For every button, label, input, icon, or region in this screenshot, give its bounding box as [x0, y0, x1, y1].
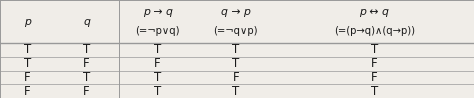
- Text: T: T: [24, 44, 31, 56]
- Text: T: T: [154, 71, 161, 84]
- Text: F: F: [233, 71, 239, 84]
- Text: (=¬p∨q): (=¬p∨q): [136, 26, 180, 36]
- Text: T: T: [154, 44, 161, 56]
- Text: (=(p→q)∧(q→p)): (=(p→q)∧(q→p)): [334, 26, 415, 36]
- Text: p ↔ q: p ↔ q: [359, 7, 390, 17]
- Text: T: T: [232, 57, 239, 70]
- Text: F: F: [371, 71, 378, 84]
- Text: q → p: q → p: [221, 7, 251, 17]
- Text: F: F: [83, 57, 90, 70]
- Text: F: F: [24, 71, 30, 84]
- Text: F: F: [24, 85, 30, 98]
- Text: q: q: [83, 17, 90, 27]
- Text: T: T: [83, 44, 90, 56]
- Text: p: p: [24, 17, 31, 27]
- Text: T: T: [24, 57, 31, 70]
- Text: F: F: [83, 85, 90, 98]
- Text: F: F: [371, 57, 378, 70]
- Text: F: F: [155, 57, 161, 70]
- Text: T: T: [371, 85, 378, 98]
- Text: T: T: [232, 44, 239, 56]
- Text: T: T: [83, 71, 90, 84]
- Text: T: T: [232, 85, 239, 98]
- Text: p → q: p → q: [143, 7, 173, 17]
- Text: (=¬q∨p): (=¬q∨p): [214, 26, 258, 36]
- Text: T: T: [154, 85, 161, 98]
- Text: T: T: [371, 44, 378, 56]
